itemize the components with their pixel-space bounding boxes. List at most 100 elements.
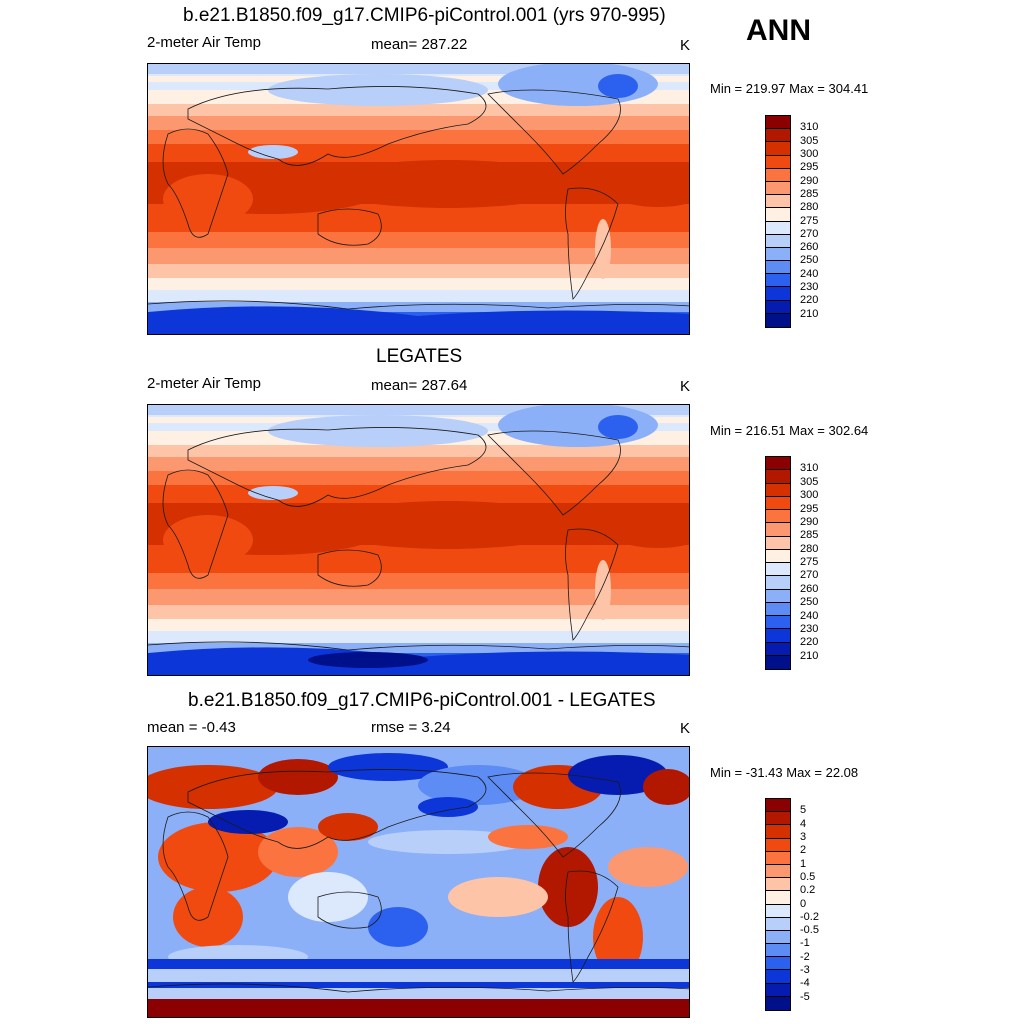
colorbar-tick-label: 1 [800, 857, 807, 870]
coastline [317, 549, 382, 587]
colorbar-swatch [766, 116, 790, 130]
coastline [565, 870, 619, 983]
colorbar-swatch [766, 602, 790, 616]
colorbar-tick-label: 4 [800, 817, 807, 830]
colorbar-swatch [766, 825, 790, 839]
colorbar-tick-label: 250 [800, 596, 819, 609]
colorbar-swatch [766, 129, 790, 143]
colorbar-swatch [766, 799, 790, 813]
colorbar-swatch [766, 655, 790, 669]
colorbar-tick-label: 285 [800, 529, 819, 542]
panel2-minmax-label: Min = 216.51 Max = 302.64 [710, 423, 869, 438]
colorbar-swatch [766, 195, 790, 209]
colorbar-swatch [766, 563, 790, 577]
colorbar-swatch [766, 510, 790, 524]
colorbar-tick-label: 220 [800, 294, 819, 307]
panel1-map-field [148, 64, 689, 334]
colorbar-swatch [766, 208, 790, 222]
colorbar-swatch [766, 851, 790, 865]
colorbar-swatch [766, 523, 790, 537]
colorbar-swatch [766, 970, 790, 984]
colorbar-tick-label: 250 [800, 254, 819, 267]
coastline [148, 641, 689, 651]
colorbar-swatch [766, 891, 790, 905]
panel1-minmax-label: Min = 219.97 Max = 304.41 [710, 81, 869, 96]
coastline [187, 86, 487, 166]
colorbar-tick-label: 270 [800, 569, 819, 582]
colorbar-swatch [766, 930, 790, 945]
coastline [162, 811, 229, 921]
colorbar-tick-label: 230 [800, 281, 819, 294]
colorbar-tick-label: 295 [800, 161, 819, 174]
colorbar-tick-label: 280 [800, 201, 819, 214]
colorbar-tick-label: 290 [800, 515, 819, 528]
colorbar-tick-label: 260 [800, 241, 819, 254]
colorbar-swatch [766, 457, 790, 471]
colorbar-tick-label: 305 [800, 134, 819, 147]
colorbar-swatch [766, 589, 790, 603]
colorbar-tick-label: -2 [800, 950, 810, 963]
colorbar-tick-label: 260 [800, 582, 819, 595]
coastline [487, 430, 621, 516]
colorbar-swatch [766, 616, 790, 630]
colorbar-swatch [766, 957, 790, 971]
panel2-mean-label: mean= 287.64 [371, 377, 468, 394]
colorbar-tick-label: 220 [800, 636, 819, 649]
colorbar-tick-label: -4 [800, 977, 810, 990]
colorbar-tick-label: 275 [800, 556, 819, 568]
coastline [487, 772, 621, 858]
colorbar-swatch [766, 247, 790, 262]
colorbar-swatch [766, 496, 790, 510]
colorbar-tick-label: 310 [800, 121, 819, 134]
colorbar-tick-label: 300 [800, 147, 819, 160]
coastline [565, 187, 619, 300]
colorbar-swatch [766, 549, 790, 563]
colorbar-tick-label: 230 [800, 622, 819, 635]
panel2-map [147, 404, 690, 676]
panel3-title: b.e21.B1850.f09_g17.CMIP6-piControl.001 … [188, 690, 656, 711]
panel1-title: b.e21.B1850.f09_g17.CMIP6-piControl.001 … [183, 5, 666, 26]
colorbar-tick-label: 275 [800, 214, 819, 227]
panel2-title: LEGATES [376, 346, 463, 367]
colorbar-tick-label: 3 [800, 830, 807, 843]
colorbar-swatch [766, 996, 790, 1010]
panel1-mean-label: mean= 287.22 [371, 36, 468, 53]
colorbar-tick-label: 0.5 [800, 870, 816, 883]
coastline [148, 983, 689, 993]
colorbar-tick-label: -0.5 [800, 924, 819, 937]
panel1-variable-label: 2-meter Air Temp [147, 34, 261, 51]
colorbar-swatch [766, 261, 790, 275]
panel3-map [147, 746, 690, 1018]
season-label: ANN [746, 14, 811, 47]
colorbar-tick-label: 270 [800, 227, 819, 240]
colorbar-swatch [766, 300, 790, 314]
coastline [317, 208, 382, 246]
panel3-colorbar [765, 798, 791, 1011]
panel2-map-field [148, 405, 689, 675]
colorbar-swatch [766, 234, 790, 248]
colorbar-swatch [766, 155, 790, 169]
colorbar-swatch [766, 168, 790, 182]
colorbar-tick-label: 300 [800, 489, 819, 502]
colorbar-swatch [766, 917, 790, 931]
coastline [162, 128, 229, 238]
colorbar-tick-label: 305 [800, 475, 819, 488]
colorbar-swatch [766, 944, 790, 958]
colorbar-swatch [766, 642, 790, 656]
colorbar-tick-label: 2 [800, 844, 807, 857]
colorbar-tick-label: 0 [800, 897, 807, 910]
colorbar-tick-label: 0.2 [800, 884, 816, 897]
panel2-variable-label: 2-meter Air Temp [147, 375, 261, 392]
panel1-map [147, 63, 690, 335]
colorbar-swatch [766, 812, 790, 826]
colorbar-swatch [766, 576, 790, 590]
coastline [187, 427, 487, 507]
colorbar-tick-label: 285 [800, 187, 819, 200]
colorbar-tick-label: 240 [800, 609, 819, 622]
panel1-units-label: K [680, 37, 691, 54]
colorbar-swatch [766, 287, 790, 301]
coastline [317, 891, 382, 929]
colorbar-tick-label: 210 [800, 307, 819, 320]
colorbar-swatch [766, 221, 790, 235]
colorbar-tick-label: 295 [800, 502, 819, 515]
